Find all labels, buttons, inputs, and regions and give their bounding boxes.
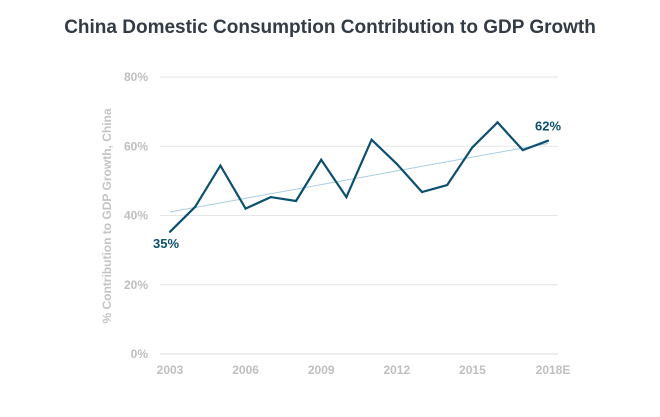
series-point xyxy=(420,190,424,194)
x-tick-label: 2015 xyxy=(459,363,486,377)
series-point xyxy=(496,121,499,124)
series-points xyxy=(168,121,550,233)
x-tick-label: 2012 xyxy=(383,363,410,377)
y-tick-label: 60% xyxy=(124,139,148,153)
series-point xyxy=(244,207,247,210)
series-point xyxy=(269,196,272,199)
series-point xyxy=(395,162,398,166)
series-point xyxy=(521,148,524,152)
trend-line xyxy=(169,142,549,213)
gridlines xyxy=(160,76,558,355)
series-point xyxy=(546,139,550,142)
x-tick-label: 2018E xyxy=(536,363,571,377)
series-line xyxy=(169,120,549,233)
x-tick-label: 2003 xyxy=(157,363,184,377)
x-axis-ticks: 2003 2006 2009 2012 2015 2018E xyxy=(157,363,571,377)
y-tick-label: 0% xyxy=(131,347,149,361)
series-point xyxy=(168,230,172,233)
series-point xyxy=(471,146,474,149)
series-point xyxy=(446,183,449,187)
y-axis-ticks: 0% 20% 40% 60% 80% xyxy=(124,70,148,361)
data-label-last: 62% xyxy=(535,119,561,134)
y-tick-label: 20% xyxy=(124,278,148,292)
series-point xyxy=(219,164,222,167)
y-axis-label: % Contribution to GDP Growth, China xyxy=(100,108,114,323)
series-point xyxy=(345,196,348,199)
series-point xyxy=(294,199,298,203)
data-label-first: 35% xyxy=(153,236,179,251)
x-tick-label: 2006 xyxy=(232,363,259,377)
series-point xyxy=(370,138,373,141)
series-point xyxy=(320,158,323,161)
x-tick-label: 2009 xyxy=(308,363,335,377)
y-tick-label: 40% xyxy=(124,209,148,223)
series-point xyxy=(194,205,197,208)
chart-title: China Domestic Consumption Contribution … xyxy=(64,17,596,38)
y-tick-label: 80% xyxy=(124,70,148,84)
